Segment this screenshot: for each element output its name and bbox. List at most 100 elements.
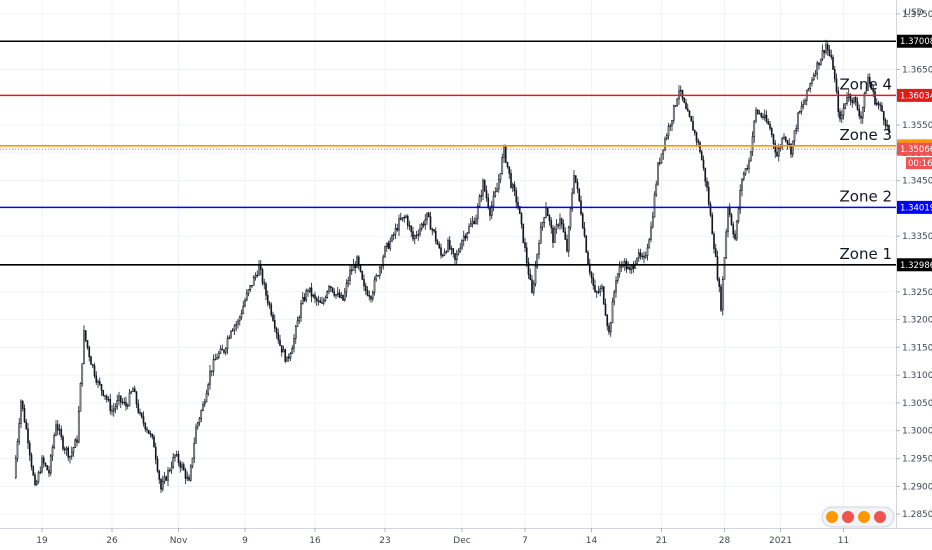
candle bbox=[595, 290, 598, 298]
candle-body bbox=[868, 77, 871, 84]
candle bbox=[161, 475, 164, 492]
candle bbox=[763, 109, 766, 121]
candle bbox=[672, 104, 675, 124]
candle-body bbox=[786, 140, 789, 145]
candle bbox=[588, 258, 591, 276]
candle-body bbox=[718, 279, 721, 287]
candle bbox=[60, 425, 63, 441]
candle bbox=[58, 423, 61, 436]
candle bbox=[303, 293, 306, 303]
candle-body bbox=[25, 421, 28, 430]
candle-body bbox=[762, 116, 764, 118]
candle bbox=[77, 405, 80, 444]
candle bbox=[308, 287, 311, 294]
candle bbox=[354, 261, 357, 274]
candle-body bbox=[34, 474, 36, 486]
candle bbox=[321, 296, 323, 304]
candle-body bbox=[254, 274, 257, 278]
candle bbox=[770, 126, 773, 138]
candle-body bbox=[424, 219, 427, 226]
candle bbox=[237, 318, 239, 329]
candle bbox=[160, 477, 162, 494]
candle-body bbox=[681, 89, 684, 99]
candle bbox=[781, 136, 784, 150]
y-tick-label: 1.36500 bbox=[902, 65, 932, 75]
candle bbox=[508, 166, 511, 179]
candle bbox=[410, 225, 413, 237]
candle bbox=[566, 234, 568, 253]
candle bbox=[41, 455, 43, 474]
x-tick-label: 21 bbox=[656, 536, 667, 546]
candle-body bbox=[800, 106, 803, 112]
candle bbox=[552, 224, 554, 248]
candle bbox=[140, 412, 143, 419]
candle-body bbox=[482, 180, 484, 196]
candle bbox=[567, 225, 570, 257]
candle bbox=[669, 123, 672, 131]
candle-body bbox=[832, 56, 834, 70]
candle bbox=[406, 214, 409, 230]
candle-body bbox=[665, 135, 668, 140]
candle-body bbox=[368, 295, 371, 297]
zone-labels: Zone 4 Zone 3 Zone 2 Zone 1 bbox=[840, 75, 893, 262]
candle bbox=[786, 139, 789, 150]
candle bbox=[655, 180, 658, 197]
candle-body bbox=[655, 183, 658, 196]
candle bbox=[265, 281, 267, 301]
candle-body bbox=[550, 220, 553, 229]
candle-body bbox=[133, 388, 136, 393]
candle bbox=[524, 237, 526, 252]
candle bbox=[368, 290, 371, 301]
candle-body bbox=[697, 140, 700, 143]
candle-body bbox=[657, 162, 659, 185]
candle bbox=[608, 322, 610, 336]
candle bbox=[350, 264, 353, 275]
candle-body bbox=[377, 275, 379, 277]
candle bbox=[315, 296, 318, 306]
candle bbox=[133, 385, 136, 393]
candle bbox=[860, 111, 862, 125]
candle-body bbox=[226, 338, 229, 349]
candle bbox=[819, 58, 822, 66]
candle bbox=[475, 214, 477, 225]
candle-body bbox=[238, 316, 241, 322]
candle-body bbox=[112, 408, 115, 412]
candle-body bbox=[867, 77, 869, 91]
x-tick-label: 9 bbox=[242, 536, 248, 546]
candle bbox=[231, 327, 234, 332]
candle bbox=[132, 386, 134, 392]
candle bbox=[658, 157, 661, 166]
candle-body bbox=[545, 207, 547, 218]
candle-body bbox=[118, 395, 120, 401]
candle-body bbox=[305, 290, 308, 301]
candle bbox=[186, 471, 189, 482]
time-axis[interactable]: 19 26 Nov 9 16 23 Dec 7 14 21 28 2021 11 bbox=[36, 528, 849, 546]
candle bbox=[319, 297, 322, 303]
candle bbox=[585, 235, 588, 253]
candle-body bbox=[74, 439, 77, 448]
candle bbox=[125, 396, 127, 411]
candle bbox=[744, 167, 747, 176]
candle-body bbox=[42, 457, 45, 464]
candle-body bbox=[541, 222, 544, 228]
candle bbox=[811, 77, 813, 87]
candle bbox=[700, 149, 703, 161]
candle-body bbox=[441, 254, 444, 257]
candle-body bbox=[756, 109, 759, 114]
price-axis[interactable]: 1.375001.365001.355001.350001.345001.335… bbox=[896, 10, 932, 520]
candle-body bbox=[676, 98, 679, 106]
candle-body bbox=[811, 79, 813, 84]
candle bbox=[846, 92, 848, 106]
candle-body bbox=[291, 347, 294, 354]
candle-body bbox=[387, 242, 390, 249]
candle-body bbox=[821, 50, 824, 60]
candle-body bbox=[373, 279, 376, 293]
candle bbox=[300, 299, 302, 323]
candle-body bbox=[641, 255, 644, 258]
candle-body bbox=[742, 173, 745, 180]
candle bbox=[536, 253, 539, 269]
candle-body bbox=[741, 178, 743, 191]
candle bbox=[746, 164, 749, 171]
